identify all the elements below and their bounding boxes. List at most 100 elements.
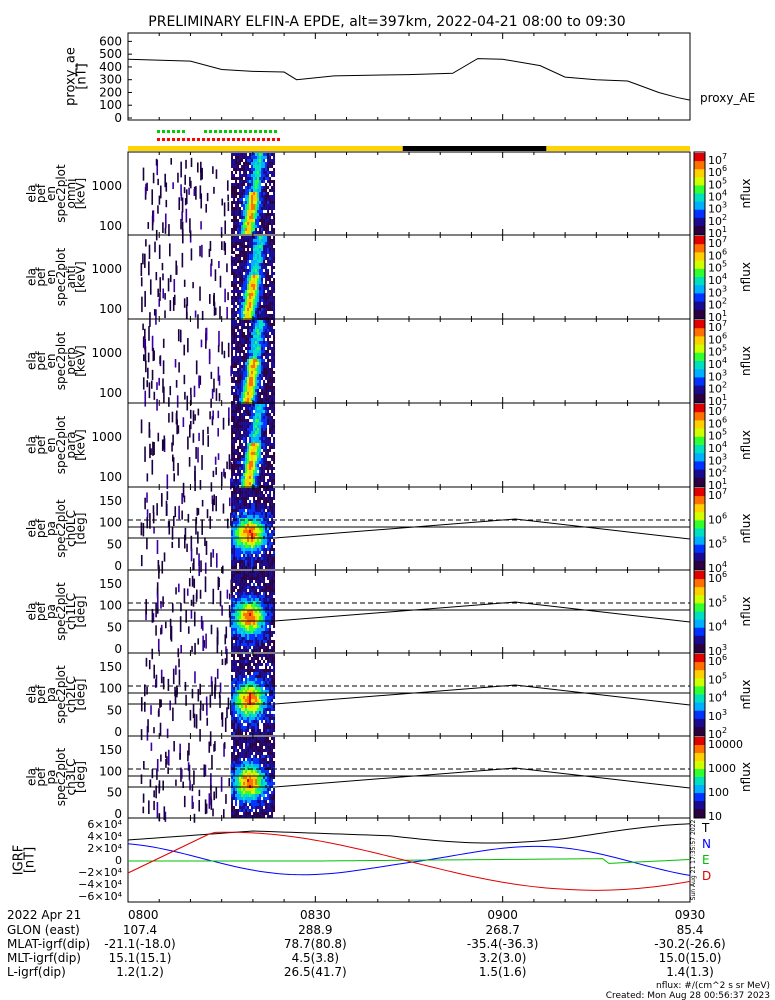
heatmap-cell	[265, 302, 268, 305]
heatmap-cell	[231, 239, 234, 242]
heatmap-cell	[261, 201, 264, 204]
colorbar-cell	[694, 205, 705, 209]
axis-title-line: ela	[24, 436, 38, 454]
heatmap-cell	[267, 362, 270, 365]
heatmap-cell	[253, 598, 256, 601]
heatmap-cell	[247, 554, 250, 557]
heatmap-cell	[259, 251, 262, 254]
heatmap-cell	[271, 302, 274, 305]
heatmap-cell	[253, 524, 256, 527]
heatmap-cell	[253, 482, 256, 485]
heatmap-cell	[231, 681, 234, 684]
heatmap-cell	[243, 410, 246, 413]
heatmap-cell	[255, 302, 258, 305]
heatmap-cell	[140, 555, 143, 567]
science-zone-mark	[217, 138, 220, 141]
heatmap-cell	[265, 732, 268, 735]
heatmap-cell	[247, 708, 250, 711]
heatmap-cell	[239, 699, 242, 702]
heatmap-cell	[148, 261, 150, 276]
heatmap-cell	[231, 634, 234, 637]
heatmap-cell	[247, 634, 250, 637]
heatmap-cell	[267, 571, 270, 574]
heatmap-cell	[226, 263, 228, 273]
heatmap-cell	[241, 231, 244, 234]
heatmap-cell	[253, 320, 256, 323]
heatmap-cell	[263, 726, 266, 729]
heatmap-cell	[245, 554, 248, 557]
heatmap-cell	[257, 180, 260, 183]
heatmap-cell	[257, 690, 260, 693]
heatmap-cell	[247, 219, 250, 222]
heatmap-cell	[237, 219, 240, 222]
heatmap-cell	[186, 311, 188, 320]
heatmap-cell	[233, 335, 236, 338]
heatmap-cell	[235, 649, 238, 652]
heatmap-cell	[263, 592, 266, 595]
heatmap-cell	[237, 225, 240, 228]
heatmap-cell	[267, 449, 270, 452]
heatmap-cell	[271, 595, 274, 598]
heatmap-cell	[247, 571, 250, 574]
heatmap-cell	[241, 455, 244, 458]
heatmap-cell	[188, 424, 191, 438]
axis-title-line: pef	[34, 351, 48, 371]
heatmap-cell	[261, 560, 264, 563]
heatmap-cell	[267, 326, 270, 329]
heatmap-cell	[251, 392, 254, 395]
heatmap-cell	[273, 560, 276, 563]
heatmap-cell	[239, 251, 242, 254]
heatmap-cell	[241, 428, 244, 431]
heatmap-cell	[233, 159, 236, 162]
heatmap-cell	[273, 219, 276, 222]
heatmap-cell	[237, 634, 240, 637]
heatmap-cell	[237, 714, 240, 717]
heatmap-cell	[237, 601, 240, 604]
heatmap-cell	[243, 389, 246, 392]
heatmap-cell	[267, 583, 270, 586]
heatmap-cell	[263, 156, 266, 159]
science-zone-mark	[214, 130, 217, 133]
heatmap-cell	[233, 428, 236, 431]
heatmap-cell	[251, 180, 254, 183]
heatmap-cell	[263, 539, 266, 542]
heatmap-cell	[257, 416, 260, 419]
heatmap-cell	[251, 275, 254, 278]
heatmap-cell	[269, 431, 272, 434]
heatmap-cell	[247, 711, 250, 714]
heatmap-cell	[231, 392, 234, 395]
heatmap-cell	[231, 539, 234, 542]
heatmap-cell	[271, 272, 274, 275]
heatmap-cell	[267, 350, 270, 353]
heatmap-cell	[237, 293, 240, 296]
heatmap-cell	[269, 696, 272, 699]
heatmap-cell	[235, 604, 238, 607]
colorbar-cell	[694, 238, 705, 241]
heatmap-cell	[251, 383, 254, 386]
science-zone-mark	[247, 138, 250, 141]
heatmap-cell	[237, 386, 240, 389]
heatmap-cell	[245, 497, 248, 500]
heatmap-cell	[237, 395, 240, 398]
heatmap-cell	[239, 311, 242, 314]
heatmap-cell	[261, 577, 264, 580]
heatmap-cell	[269, 254, 272, 257]
heatmap-cell	[241, 254, 244, 257]
science-zone-mark	[162, 138, 165, 141]
heatmap-cell	[235, 637, 238, 640]
heatmap-cell	[247, 539, 250, 542]
heatmap-cell	[247, 260, 250, 263]
heatmap-cell	[257, 571, 260, 574]
heatmap-cell	[257, 708, 260, 711]
heatmap-cell	[255, 440, 258, 443]
heatmap-cell	[255, 204, 258, 207]
heatmap-cell	[259, 236, 262, 239]
heatmap-cell	[249, 610, 252, 613]
heatmap-cell	[231, 631, 234, 634]
heatmap-cell	[231, 341, 234, 344]
heatmap-cell	[249, 687, 252, 690]
heatmap-cell	[255, 443, 258, 446]
heatmap-cell	[257, 560, 260, 563]
heatmap-cell	[233, 362, 236, 365]
heatmap-cell	[235, 326, 238, 329]
